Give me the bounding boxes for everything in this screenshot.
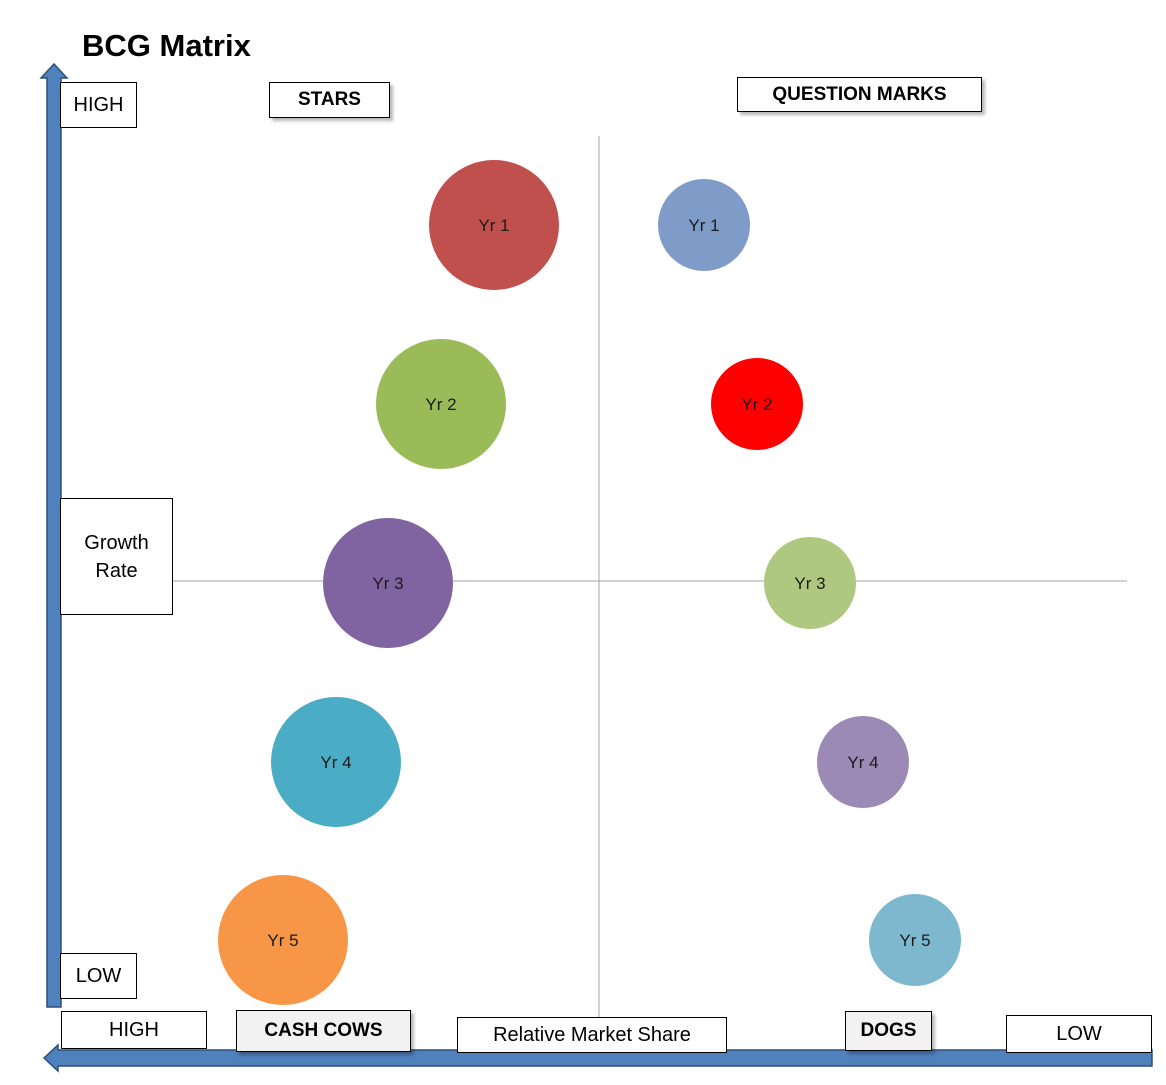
x-axis-low-label: LOW	[1006, 1015, 1152, 1053]
y-axis-arrow	[39, 62, 69, 1008]
bubble-label-left-1: Yr 1	[478, 216, 509, 235]
quadrant-dogs: DOGS	[845, 1011, 932, 1051]
bubble-right-5	[869, 894, 961, 986]
y-axis-low-label: LOW	[60, 953, 137, 999]
bubble-left-3	[323, 518, 453, 648]
bubble-left-4	[271, 697, 401, 827]
quadrant-cash-cows: CASH COWS	[236, 1010, 411, 1052]
bubble-right-1	[658, 179, 750, 271]
bubble-label-left-3: Yr 3	[372, 574, 403, 593]
bubbles-group: Yr 1 Yr 2 Yr 3 Yr 4 Yr 5 Yr 1 Yr 2 Yr 3 Yr 4 Yr 5	[218, 160, 961, 1005]
bubble-label-left-4: Yr 4	[320, 753, 351, 772]
bubble-label-right-4: Yr 4	[847, 753, 878, 772]
x-axis-label: Relative Market Share	[457, 1017, 727, 1053]
bubble-label-right-5: Yr 5	[899, 931, 930, 950]
quadrant-stars: STARS	[269, 82, 390, 118]
y-axis-label: Growth Rate	[60, 498, 173, 615]
bubble-right-4	[817, 716, 909, 808]
bubble-label-left-2: Yr 2	[425, 395, 456, 414]
bubble-label-left-5: Yr 5	[267, 931, 298, 950]
bubble-right-3	[764, 537, 856, 629]
page-title: BCG Matrix	[82, 28, 251, 63]
bubble-left-5	[218, 875, 348, 1005]
bubble-label-right-1: Yr 1	[688, 216, 719, 235]
bubble-left-1	[429, 160, 559, 290]
bubble-left-2	[376, 339, 506, 469]
y-axis-high-label: HIGH	[60, 82, 137, 128]
bubble-right-2	[711, 358, 803, 450]
x-axis-high-label: HIGH	[61, 1011, 207, 1049]
quadrant-question-marks: QUESTION MARKS	[737, 77, 982, 112]
bubble-label-right-3: Yr 3	[794, 574, 825, 593]
bubble-label-right-2: Yr 2	[741, 395, 772, 414]
